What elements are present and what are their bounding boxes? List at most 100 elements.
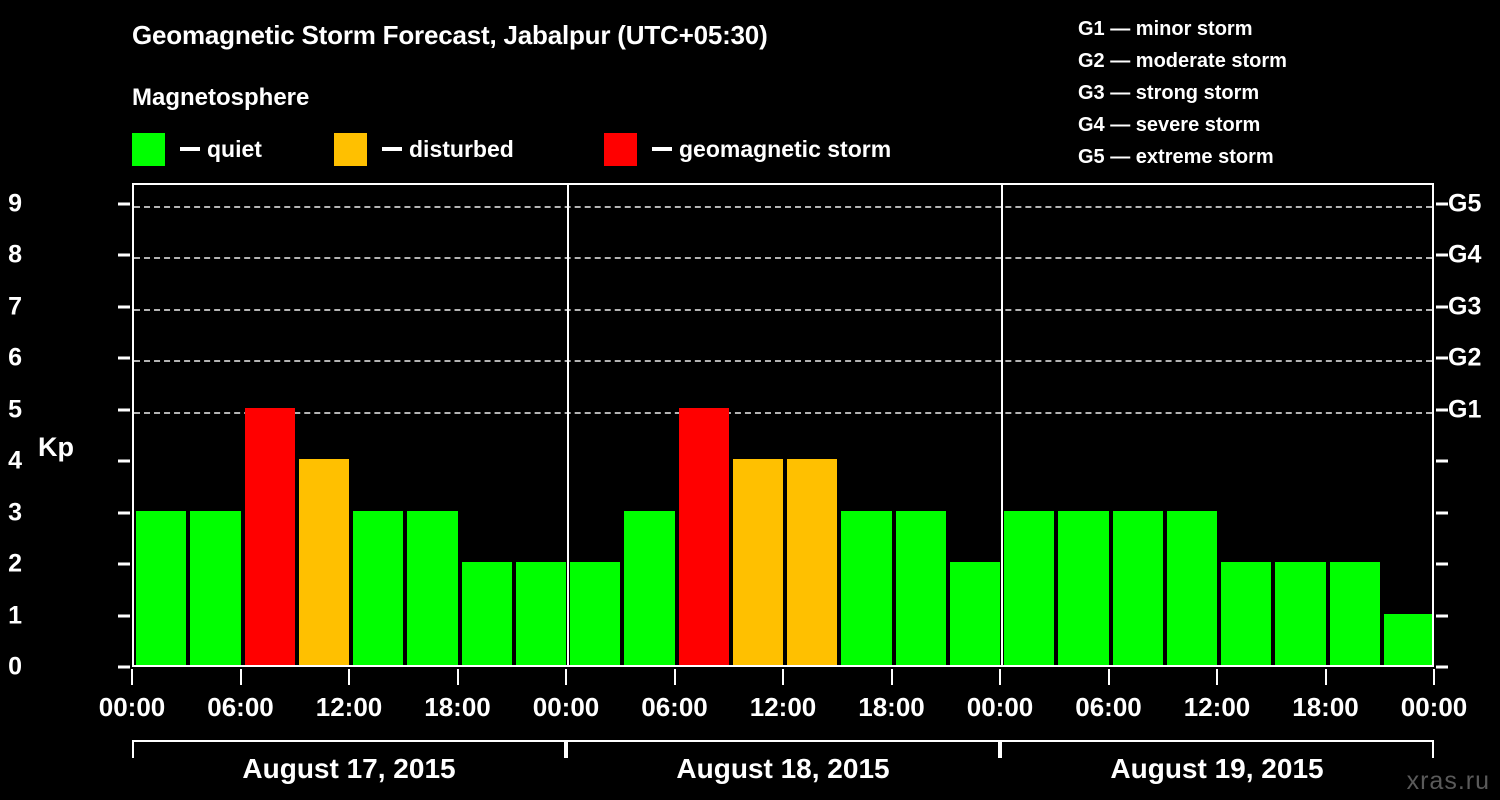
y-tick-label-1: 1 (8, 601, 22, 629)
x-tick-mark-4 (565, 669, 567, 685)
magnetosphere-subtitle: Magnetosphere (132, 84, 310, 111)
kp-bar (244, 407, 295, 665)
y-tick-label-2: 2 (8, 549, 22, 578)
kp-bar (678, 407, 729, 665)
x-tick-mark-0 (131, 669, 133, 685)
gridline-kp-7 (134, 308, 1432, 311)
kp-bar (190, 510, 241, 665)
legend-entry-disturbed: disturbed (334, 131, 514, 167)
y-tick-label-9: 9 (8, 189, 22, 218)
x-tick-label-4: 00:00 (532, 692, 600, 722)
y-tick-mark-0 (118, 665, 130, 669)
g-tick-mark-G1 (1436, 408, 1448, 412)
kp-bar (787, 459, 838, 665)
storm-swatch (604, 132, 637, 166)
kp-bar (515, 562, 566, 665)
legend-label: geomagnetic storm (679, 135, 892, 162)
kp-bar (1166, 510, 1217, 665)
legend-entry-storm: geomagnetic storm (604, 131, 891, 167)
g-legend-row-1: G1 — minor storm (1078, 18, 1253, 40)
x-tick-mark-12 (1433, 669, 1435, 685)
day-separator (567, 185, 569, 665)
x-tick-mark-7 (890, 669, 893, 685)
day-bracket (566, 740, 1000, 758)
day-separator (1001, 185, 1003, 665)
gridline-kp-8 (134, 257, 1432, 260)
watermark: xras.ru (1406, 767, 1490, 795)
x-tick-label-8: 00:00 (966, 692, 1034, 722)
x-tick-label-12: 00:00 (1400, 692, 1468, 722)
kp-bar (732, 459, 783, 665)
page-title: Geomagnetic Storm Forecast, Jabalpur (UT… (132, 20, 768, 50)
x-tick-mark-2 (348, 669, 350, 685)
y-tick-label-5: 5 (8, 395, 22, 424)
x-tick-label-9: 06:00 (1075, 692, 1142, 722)
x-tick-mark-11 (1324, 669, 1327, 685)
kp-bar (1275, 562, 1326, 665)
g-tick-mark-G4 (1436, 253, 1448, 257)
kp-bar (298, 459, 349, 665)
x-tick-mark-8 (999, 669, 1001, 685)
kp-bar (1329, 562, 1380, 665)
g-axis-minor-tick-4 (1436, 459, 1448, 463)
y-tick-mark-6 (118, 356, 130, 360)
g-legend-row-5: G5 — extreme storm (1078, 146, 1274, 168)
legend-entry-quiet: quiet (132, 131, 262, 167)
y-tick-label-4: 4 (8, 446, 22, 475)
y-tick-mark-5 (118, 408, 130, 412)
x-tick-mark-5 (673, 669, 676, 685)
kp-bar (1383, 613, 1432, 665)
x-tick-mark-9 (1107, 669, 1110, 685)
y-tick-label-6: 6 (8, 343, 22, 372)
g-scale-legend: G1 — minor storm G2 — moderate storm G3 — … (1078, 13, 1287, 173)
x-tick-mark-1 (239, 669, 242, 685)
g-axis-minor-tick-0 (1436, 665, 1448, 669)
x-tick-mark-10 (1216, 669, 1218, 685)
legend-dash-icon (180, 147, 200, 151)
g-tick-mark-G5 (1436, 202, 1448, 206)
y-tick-mark-8 (118, 253, 130, 257)
y-tick-label-8: 8 (8, 240, 22, 269)
g-tick-mark-G3 (1436, 305, 1448, 309)
y-tick-label-0: 0 (8, 652, 22, 681)
y-tick-label-7: 7 (8, 292, 22, 321)
y-tick-mark-3 (118, 511, 130, 515)
kp-bar (1004, 510, 1055, 665)
y-tick-label-3: 3 (8, 498, 22, 527)
kp-bar (570, 562, 621, 665)
kp-bar (407, 510, 458, 665)
kp-bar (1058, 510, 1109, 665)
kp-bar (1221, 562, 1272, 665)
disturbed-swatch (334, 132, 367, 166)
g-legend-row-3: G3 — strong storm (1078, 82, 1260, 104)
x-tick-label-0: 00:00 (98, 692, 166, 722)
x-tick-label-1: 06:00 (207, 692, 274, 722)
day-caption: August 19, 2015 (1110, 753, 1324, 784)
g-tick-label-G2: G2 (1448, 343, 1482, 372)
quiet-swatch (132, 132, 165, 166)
x-tick-mark-3 (456, 669, 459, 685)
g-tick-label-G1: G1 (1448, 395, 1482, 424)
gridline-kp-9 (134, 205, 1432, 208)
g-tick-label-G5: G5 (1448, 189, 1482, 218)
g-legend-row-2: G2 — moderate storm (1078, 50, 1287, 72)
kp-bar (841, 510, 892, 665)
y-tick-mark-2 (118, 562, 130, 566)
g-axis-minor-tick-3 (1436, 511, 1448, 515)
day-bracket (132, 740, 566, 758)
x-tick-label-2: 12:00 (315, 692, 383, 722)
day-caption: August 18, 2015 (676, 753, 890, 784)
x-tick-label-6: 12:00 (749, 692, 817, 722)
kp-bar (895, 510, 946, 665)
g-legend-row-4: G4 — severe storm (1078, 114, 1261, 136)
g-tick-label-G3: G3 (1448, 292, 1482, 321)
y-tick-mark-9 (118, 202, 130, 206)
y-tick-mark-7 (118, 305, 130, 309)
x-tick-label-5: 06:00 (641, 692, 708, 722)
y-axis-title: Kp (38, 432, 74, 462)
legend-dash-icon (652, 147, 672, 151)
kp-bar (136, 510, 187, 665)
y-tick-mark-1 (118, 614, 130, 617)
x-tick-label-10: 12:00 (1183, 692, 1251, 722)
day-caption: August 17, 2015 (242, 753, 456, 784)
